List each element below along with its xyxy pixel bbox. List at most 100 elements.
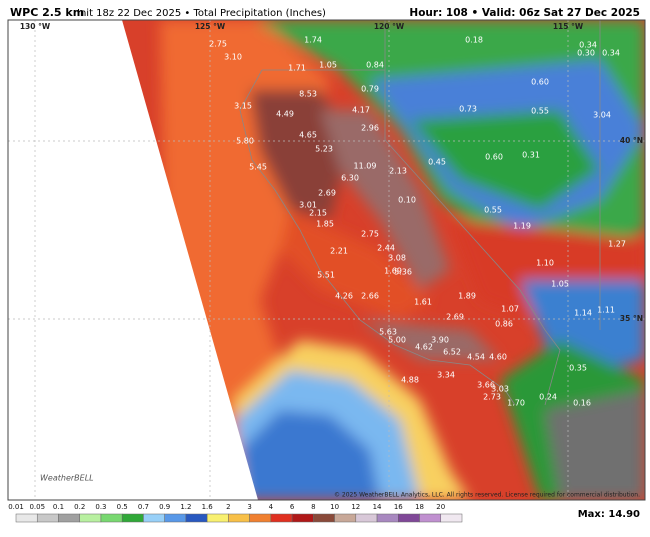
precip-label: 1.14 xyxy=(574,309,592,318)
precip-label: 5.00 xyxy=(388,336,406,345)
precip-label: 1.07 xyxy=(501,305,519,314)
colorbar-label: 0.7 xyxy=(138,503,149,511)
grid-labels: 130 °W 125 °W 120 °W 115 °W 40 °N 35 °N xyxy=(20,22,643,323)
colorbar-label: 0.1 xyxy=(53,503,64,511)
precip-label: 3.66 xyxy=(477,381,495,390)
colorbar-label: 3 xyxy=(247,503,251,511)
colorbar: 0.01 0.05 0.1 0.2 0.3 0.5 0.7 0.9 1.2 1.6 2 3 4 6 8 10 1… xyxy=(8,503,463,523)
colorbar-label: 6 xyxy=(290,503,295,511)
precip-field xyxy=(8,20,645,500)
precip-label: 0.10 xyxy=(398,196,416,205)
precip-label: 2.13 xyxy=(389,167,407,176)
precip-label: 1.27 xyxy=(608,240,626,249)
colorbar-label: 20 xyxy=(436,503,445,511)
precip-label: 2.15 xyxy=(309,209,327,218)
precip-label: 4.26 xyxy=(335,292,353,301)
precip-label: 2.44 xyxy=(377,244,395,253)
colorbar-bin xyxy=(291,513,314,523)
precip-label: 1.61 xyxy=(414,298,432,307)
precip-label: 3.34 xyxy=(437,371,455,380)
precip-label: 3.03 xyxy=(491,385,509,394)
precip-label: 0.55 xyxy=(531,107,549,116)
colorbar-bin xyxy=(185,513,208,523)
precip-label: 0.79 xyxy=(361,85,379,94)
precip-label: 5.36 xyxy=(394,268,412,277)
colorbar-label: 2 xyxy=(226,503,230,511)
precip-label: 0.30 xyxy=(577,49,595,58)
colorbar-label: 0.5 xyxy=(117,503,128,511)
logo: WeatherBELL xyxy=(40,474,94,483)
copyright: © 2025 WeatherBELL Analytics, LLC. All r… xyxy=(334,492,640,499)
colorbar-bin xyxy=(228,513,250,523)
colorbar-bin xyxy=(206,513,229,523)
precip-label: 11.09 xyxy=(354,162,377,171)
precip-label: 3.01 xyxy=(299,201,317,210)
colorbar-bin xyxy=(419,513,442,523)
precip-label: 1.89 xyxy=(458,292,476,301)
grid-label: 40 °N xyxy=(620,136,643,145)
precip-label: 2.75 xyxy=(361,230,379,239)
precip-label: 1.85 xyxy=(316,220,334,229)
colorbar-bin xyxy=(398,513,420,523)
precip-label: 4.65 xyxy=(299,131,317,140)
colorbar-label: 16 xyxy=(394,503,403,511)
colorbar-bin xyxy=(36,513,59,523)
precip-label: 0.35 xyxy=(569,364,587,373)
precip-label: 4.49 xyxy=(276,110,294,119)
precip-label: 4.62 xyxy=(415,343,433,352)
precip-label: 2.73 xyxy=(483,393,501,402)
precip-label: 0.45 xyxy=(428,158,446,167)
colorbar-bin xyxy=(58,513,80,523)
precip-label: 1.71 xyxy=(288,64,306,73)
precip-label: 1.10 xyxy=(536,259,554,268)
colorbar-label: 8 xyxy=(311,503,315,511)
colorbar-bin xyxy=(100,513,123,523)
grid-label: 115 °W xyxy=(553,22,584,31)
colorbar-bin xyxy=(249,513,272,523)
precip-label: 0.60 xyxy=(531,78,549,87)
precip-label: 2.69 xyxy=(446,313,464,322)
precip-label: 0.84 xyxy=(366,61,384,70)
precip-label: 5.51 xyxy=(317,271,335,280)
colorbar-bin xyxy=(121,513,144,523)
colorbar-label: 0.3 xyxy=(95,503,106,511)
precip-label: 3.10 xyxy=(224,53,242,62)
precip-label: 1.11 xyxy=(597,306,615,315)
precip-label: 0.73 xyxy=(459,105,477,114)
colorbar-bin xyxy=(376,513,399,523)
precip-label: 0.86 xyxy=(495,320,513,329)
grid-label: 130 °W xyxy=(20,22,51,31)
precip-label: 5.63 xyxy=(379,328,397,337)
precip-label: 8.53 xyxy=(299,90,317,99)
precip-label: 4.60 xyxy=(489,353,507,362)
colorbar-label: 0.9 xyxy=(159,503,170,511)
precip-label: 0.31 xyxy=(522,151,540,160)
map-labels: 2.753.101.741.05 0.840.180.340.30 0.341.71… xyxy=(209,36,626,408)
precip-label: 2.69 xyxy=(318,189,336,198)
colorbar-label: 0.01 xyxy=(8,503,24,511)
colorbar-label: 1.2 xyxy=(180,503,191,511)
precip-label: 3.90 xyxy=(431,336,449,345)
precip-label: 0.55 xyxy=(484,206,502,215)
model-name: WPC 2.5 km xyxy=(10,6,84,19)
precip-label: 2.21 xyxy=(330,247,348,256)
colorbar-bin xyxy=(334,513,357,523)
precip-label: 6.30 xyxy=(341,174,359,183)
precip-label: 2.96 xyxy=(361,124,379,133)
precip-label: 0.24 xyxy=(539,393,557,402)
precip-label: 5.23 xyxy=(315,145,333,154)
colorbar-bin xyxy=(355,513,378,523)
precip-label: 0.18 xyxy=(465,36,483,45)
precip-label: 1.05 xyxy=(319,61,337,70)
colorbar-label: 12 xyxy=(351,503,360,511)
precip-label: 5.80 xyxy=(236,137,254,146)
precip-label: 0.16 xyxy=(573,399,591,408)
grid-label: 125 °W xyxy=(195,22,226,31)
colorbar-bin xyxy=(15,513,38,523)
grid-label: 120 °W xyxy=(374,22,405,31)
grid-label: 35 °N xyxy=(620,314,643,323)
precip-label: 3.08 xyxy=(388,254,406,263)
precip-label: 1.70 xyxy=(507,399,525,408)
valid-text: Hour: 108 • Valid: 06z Sat 27 Dec 2025 xyxy=(409,7,640,19)
